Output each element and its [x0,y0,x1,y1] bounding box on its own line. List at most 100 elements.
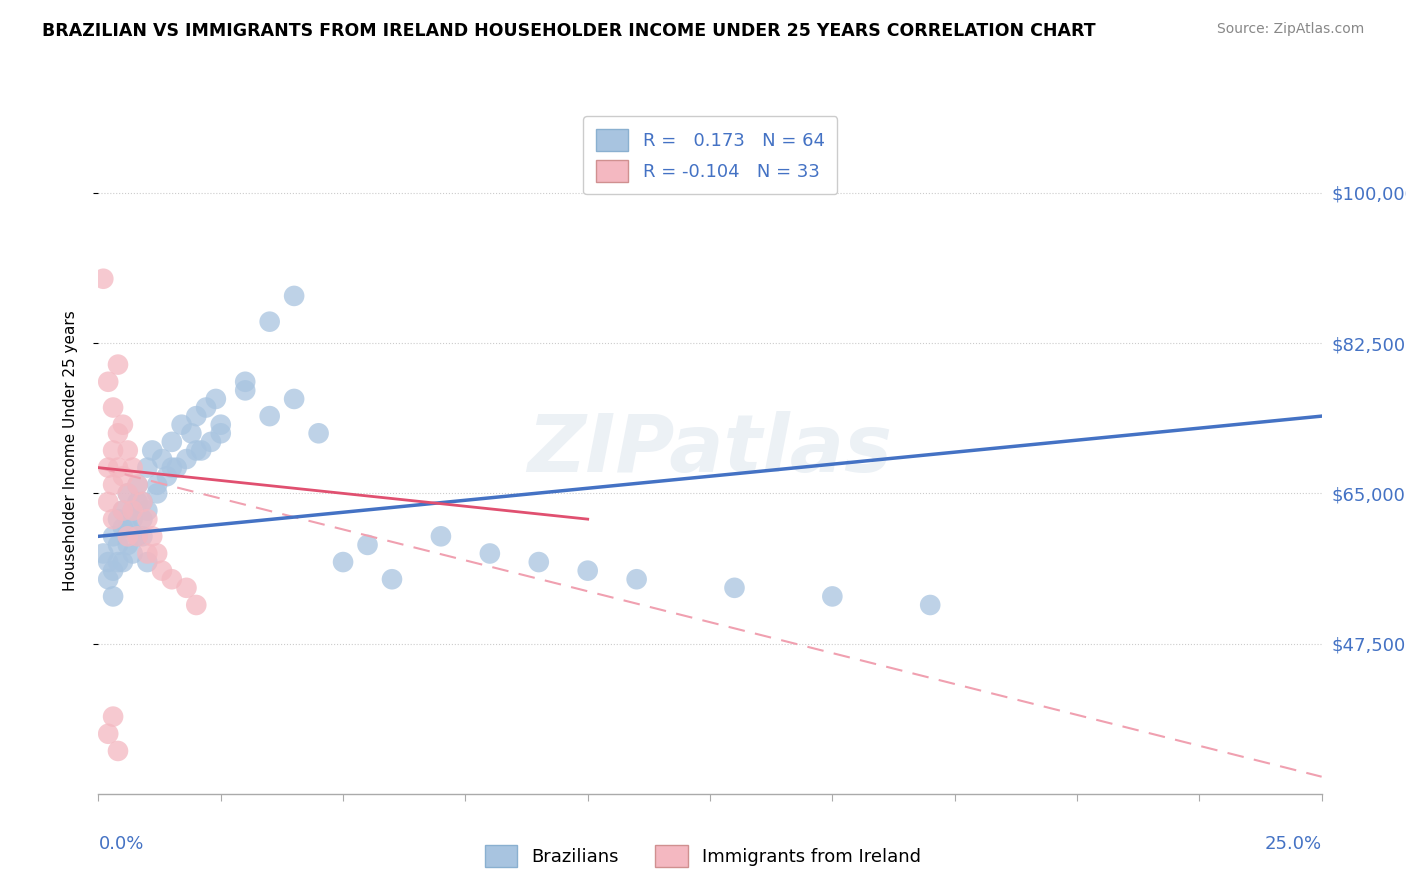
Point [127,529,149,543]
Point [97,572,120,586]
Point [150,564,173,578]
Point [209,426,232,441]
Point [478,546,501,560]
Point [127,478,149,492]
Point [97,727,120,741]
Point [136,546,159,560]
Point [136,555,159,569]
Point [107,555,129,569]
Point [259,315,281,329]
Point [101,590,124,604]
Point [176,581,198,595]
Point [121,512,143,526]
Point [97,375,120,389]
Point [160,434,183,449]
Point [117,486,139,500]
Point [111,521,134,535]
Text: Source: ZipAtlas.com: Source: ZipAtlas.com [1216,22,1364,37]
Point [186,443,208,458]
Point [195,401,218,415]
Point [111,503,134,517]
Point [146,486,169,500]
Point [576,564,599,578]
Point [107,426,129,441]
Point [127,529,149,543]
Point [160,572,183,586]
Point [190,443,212,458]
Point [101,443,124,458]
Point [107,460,129,475]
Point [180,426,202,441]
Point [127,495,149,509]
Point [356,538,378,552]
Point [131,495,153,509]
Point [170,417,193,432]
Point [117,529,139,543]
Point [121,503,143,517]
Point [111,417,134,432]
Point [101,529,124,543]
Point [131,495,153,509]
Point [101,512,124,526]
Point [101,478,124,492]
Point [121,503,143,517]
Point [200,434,222,449]
Point [121,460,143,475]
Point [136,460,159,475]
Point [141,529,163,543]
Point [107,358,129,372]
Point [101,709,124,723]
Point [283,392,305,406]
Point [308,426,330,441]
Point [209,417,232,432]
Text: 0.0%: 0.0% [98,835,143,853]
Point [150,452,173,467]
Point [821,590,844,604]
Point [186,598,208,612]
Point [332,555,354,569]
Point [160,460,183,475]
Point [146,546,169,560]
Point [146,478,169,492]
Point [136,512,159,526]
Point [527,555,550,569]
Point [259,409,281,423]
Legend: Brazilians, Immigrants from Ireland: Brazilians, Immigrants from Ireland [478,838,928,874]
Point [111,555,134,569]
Y-axis label: Householder Income Under 25 years: Householder Income Under 25 years [63,310,77,591]
Point [723,581,745,595]
Point [131,512,153,526]
Point [111,469,134,483]
Point [117,443,139,458]
Point [127,478,149,492]
Point [156,469,179,483]
Point [233,375,256,389]
Point [117,486,139,500]
Text: 25.0%: 25.0% [1264,835,1322,853]
Point [626,572,648,586]
Point [117,538,139,552]
Point [121,546,143,560]
Point [131,529,153,543]
Text: BRAZILIAN VS IMMIGRANTS FROM IRELAND HOUSEHOLDER INCOME UNDER 25 YEARS CORRELATI: BRAZILIAN VS IMMIGRANTS FROM IRELAND HOU… [42,22,1095,40]
Text: ZIPatlas: ZIPatlas [527,411,893,490]
Point [117,521,139,535]
Point [381,572,404,586]
Point [101,401,124,415]
Point [233,384,256,398]
Point [107,744,129,758]
Point [430,529,453,543]
Point [97,460,120,475]
Point [176,452,198,467]
Point [186,409,208,423]
Point [920,598,942,612]
Point [101,564,124,578]
Point [97,555,120,569]
Point [107,538,129,552]
Point [111,503,134,517]
Point [136,503,159,517]
Point [141,443,163,458]
Point [97,495,120,509]
Point [91,271,114,285]
Point [166,460,188,475]
